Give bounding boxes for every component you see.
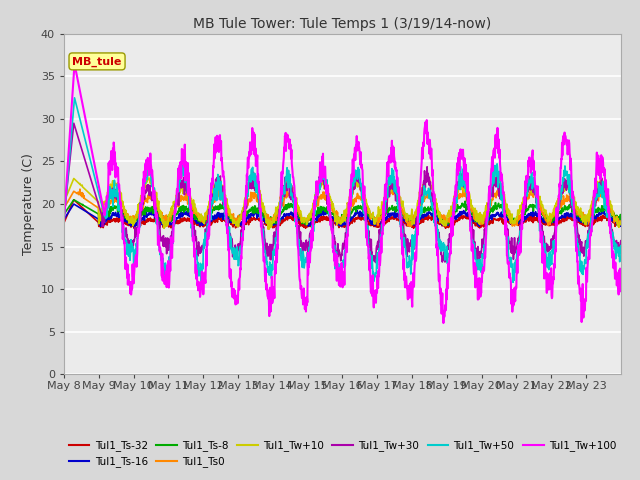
Tul1_Ts-16 — [148, 212, 156, 217]
Tul1_Ts-32 — [60, 220, 68, 226]
Tul1_Ts-8 — [60, 211, 68, 217]
Tul1_Ts0 — [556, 202, 564, 207]
Line: Tul1_Tw+100: Tul1_Tw+100 — [64, 64, 621, 323]
Tul1_Ts-16 — [131, 224, 138, 230]
Tul1_Ts-8 — [611, 216, 618, 221]
Legend: Tul1_Ts-32, Tul1_Ts-16, Tul1_Ts-8, Tul1_Ts0, Tul1_Tw+10, Tul1_Tw+30, Tul1_Tw+50,: Tul1_Ts-32, Tul1_Ts-16, Tul1_Ts-8, Tul1_… — [65, 436, 620, 471]
Tul1_Ts-8 — [556, 210, 564, 216]
Tul1_Ts-32 — [611, 220, 618, 226]
Tul1_Ts0 — [474, 216, 482, 221]
Tul1_Tw+100 — [440, 320, 447, 326]
Tul1_Ts-16 — [70, 201, 77, 207]
Tul1_Tw+100 — [70, 61, 78, 67]
Line: Tul1_Ts-8: Tul1_Ts-8 — [64, 200, 621, 225]
Tul1_Ts-16 — [556, 215, 564, 220]
Tul1_Ts0 — [147, 196, 155, 202]
Tul1_Ts-32 — [556, 219, 564, 225]
Tul1_Tw+10 — [317, 180, 325, 186]
Tul1_Ts-32 — [148, 216, 156, 222]
Tul1_Tw+100 — [617, 282, 625, 288]
Y-axis label: Temperature (C): Temperature (C) — [22, 153, 35, 255]
Tul1_Tw+10 — [423, 172, 431, 178]
Title: MB Tule Tower: Tule Temps 1 (3/19/14-now): MB Tule Tower: Tule Temps 1 (3/19/14-now… — [193, 17, 492, 31]
Tul1_Tw+10 — [611, 216, 618, 222]
Tul1_Ts-16 — [474, 222, 482, 228]
Line: Tul1_Ts0: Tul1_Ts0 — [64, 188, 621, 227]
Tul1_Ts0 — [611, 219, 618, 225]
Tul1_Tw+10 — [147, 181, 155, 187]
Tul1_Tw+10 — [556, 194, 564, 200]
Tul1_Tw+30 — [328, 223, 336, 229]
Tul1_Tw+10 — [474, 215, 482, 221]
Tul1_Ts0 — [328, 202, 335, 207]
Tul1_Tw+10 — [264, 227, 272, 232]
Tul1_Tw+100 — [60, 218, 68, 224]
Line: Tul1_Tw+10: Tul1_Tw+10 — [64, 175, 621, 229]
Tul1_Ts-8 — [317, 204, 325, 210]
Tul1_Tw+50 — [328, 226, 336, 232]
Line: Tul1_Ts-16: Tul1_Ts-16 — [64, 204, 621, 227]
Tul1_Ts-32 — [70, 197, 77, 203]
Tul1_Ts-8 — [148, 204, 156, 210]
Tul1_Tw+50 — [617, 243, 625, 249]
Tul1_Ts-16 — [611, 216, 618, 222]
Tul1_Ts0 — [617, 218, 625, 224]
Line: Tul1_Tw+50: Tul1_Tw+50 — [64, 98, 621, 289]
Tul1_Tw+30 — [60, 214, 68, 220]
Tul1_Tw+50 — [556, 190, 564, 196]
Tul1_Ts-8 — [70, 197, 77, 203]
Tul1_Ts-8 — [474, 218, 482, 224]
Tul1_Ts-8 — [617, 217, 625, 223]
Tul1_Tw+100 — [148, 167, 156, 173]
Tul1_Ts-16 — [328, 214, 336, 220]
Tul1_Ts-32 — [318, 216, 326, 221]
Tul1_Ts-32 — [328, 218, 336, 224]
Tul1_Ts0 — [60, 205, 68, 211]
Tul1_Tw+30 — [317, 178, 325, 183]
Tul1_Tw+50 — [474, 257, 482, 263]
Tul1_Tw+30 — [556, 196, 564, 202]
Tul1_Tw+50 — [318, 169, 326, 175]
Tul1_Tw+30 — [617, 238, 625, 243]
Tul1_Tw+10 — [328, 199, 336, 204]
Tul1_Tw+10 — [60, 199, 68, 205]
Tul1_Tw+100 — [317, 170, 325, 176]
Tul1_Ts-16 — [617, 223, 625, 229]
Tul1_Tw+30 — [70, 120, 77, 126]
Tul1_Tw+50 — [197, 287, 205, 292]
Tul1_Ts-8 — [481, 222, 489, 228]
Tul1_Tw+100 — [328, 230, 336, 236]
Tul1_Tw+100 — [474, 280, 482, 286]
Text: MB_tule: MB_tule — [72, 56, 122, 67]
Tul1_Ts-32 — [474, 223, 482, 229]
Tul1_Ts0 — [390, 185, 398, 191]
Tul1_Tw+30 — [148, 189, 156, 195]
Tul1_Tw+100 — [611, 264, 618, 270]
Tul1_Tw+30 — [474, 261, 481, 267]
Line: Tul1_Tw+30: Tul1_Tw+30 — [64, 123, 621, 264]
Tul1_Tw+100 — [556, 184, 564, 190]
Tul1_Ts-8 — [328, 210, 336, 216]
Line: Tul1_Ts-32: Tul1_Ts-32 — [64, 200, 621, 228]
Tul1_Tw+30 — [611, 238, 618, 243]
Tul1_Ts-16 — [60, 216, 68, 222]
Tul1_Ts-32 — [131, 226, 138, 231]
Tul1_Ts0 — [406, 224, 413, 229]
Tul1_Tw+50 — [148, 180, 156, 185]
Tul1_Ts0 — [317, 192, 325, 198]
Tul1_Ts-32 — [617, 221, 625, 227]
Tul1_Tw+50 — [60, 218, 68, 224]
Tul1_Tw+10 — [617, 222, 625, 228]
Tul1_Tw+30 — [474, 252, 482, 258]
Tul1_Tw+50 — [70, 95, 78, 101]
Tul1_Tw+50 — [611, 246, 618, 252]
Tul1_Ts-16 — [318, 208, 326, 214]
